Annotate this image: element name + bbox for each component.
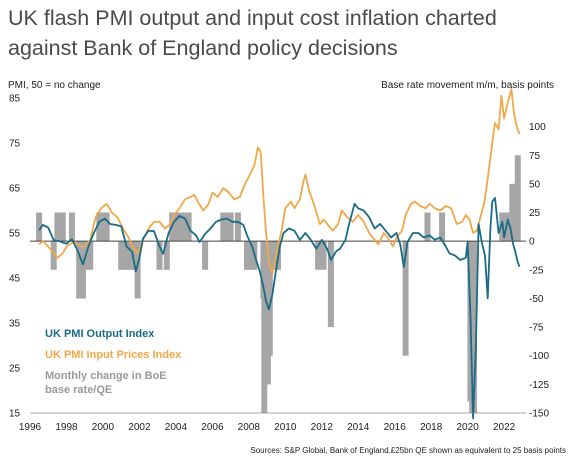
bar-mark [134, 241, 141, 299]
bar-mark [402, 241, 409, 356]
bar-mark [125, 241, 132, 270]
right-tick-label: -150 [529, 409, 549, 420]
bar-mark [320, 241, 327, 270]
right-tick-label: 0 [529, 237, 535, 248]
left-tick-label: 55 [9, 229, 21, 240]
bar-mark [234, 212, 241, 242]
bar-mark [99, 212, 106, 242]
bar-mark [439, 212, 446, 242]
legend-bars-line2: base rate/QE [45, 384, 112, 396]
bar-mark [50, 241, 57, 270]
bar-mark [514, 155, 521, 242]
right-tick-label: -125 [529, 380, 549, 391]
bar-mark [327, 241, 334, 328]
legend-output: UK PMI Output Index [45, 328, 155, 340]
left-tick-label: 85 [9, 94, 21, 105]
bar-mark [121, 241, 128, 270]
bar-mark [504, 212, 511, 242]
right-tick-label: -100 [529, 351, 549, 362]
source-note: Sources: S&P Global, Bank of England.£25… [250, 446, 566, 455]
left-tick-label: 15 [9, 409, 21, 420]
x-tick-label: 2020 [456, 422, 479, 433]
legend-bars-line1: Monthly change in BoE [45, 370, 167, 382]
bar-mark [87, 241, 94, 270]
right-tick-label: -75 [529, 323, 544, 334]
left-tick-label: 25 [9, 364, 21, 375]
bar-mark [202, 241, 209, 270]
left-axis-label: PMI, 50 = no change [8, 80, 101, 91]
bar-mark [247, 241, 254, 270]
bar-mark [103, 212, 110, 242]
bar-mark [76, 241, 83, 299]
left-tick-label: 35 [9, 319, 21, 330]
bar-mark [59, 212, 66, 242]
series-line-input-prices [38, 88, 521, 275]
x-tick-label: 2012 [311, 422, 334, 433]
x-tick-label: 2006 [201, 422, 224, 433]
bar-mark [227, 212, 234, 242]
left-tick-label: 65 [9, 184, 21, 195]
right-tick-label: 75 [529, 151, 541, 162]
right-axis-label: Base rate movement m/m, basis points [381, 80, 554, 91]
x-tick-label: 1996 [19, 422, 42, 433]
bar-mark [81, 241, 88, 270]
right-tick-label: 25 [529, 208, 541, 219]
bar-mark [156, 241, 163, 270]
bar-mark [36, 212, 43, 242]
x-tick-label: 2014 [347, 422, 370, 433]
x-tick-label: 2008 [238, 422, 261, 433]
chart-title: UK flash PMI output and input cost infla… [8, 3, 568, 63]
bar-mark [471, 241, 477, 413]
x-tick-label: 2010 [274, 422, 297, 433]
legend-input-prices: UK PMI Input Prices Index [45, 349, 182, 361]
chart-title-line-2: against Bank of England policy decisions [8, 36, 398, 60]
bar-mark [182, 212, 188, 242]
bar-mark [163, 241, 170, 270]
series-line-output [38, 197, 521, 420]
left-tick-label: 75 [9, 139, 21, 150]
x-tick-label: 2004 [165, 422, 188, 433]
bar-mark [244, 241, 250, 270]
right-tick-label: 100 [529, 122, 546, 133]
bar-mark [172, 212, 179, 242]
bar-mark [178, 212, 185, 242]
bar-mark [96, 212, 103, 242]
right-tick-label: -25 [529, 265, 544, 276]
bar-mark [79, 241, 86, 299]
bar-mark [68, 212, 75, 242]
bar-mark [266, 241, 273, 356]
right-tick-label: 50 [529, 179, 541, 190]
x-tick-label: 2018 [420, 422, 443, 433]
bar-mark [424, 212, 431, 242]
bar-mark [118, 241, 125, 270]
x-tick-label: 2022 [493, 422, 516, 433]
bar-mark [220, 212, 227, 242]
bar-mark [54, 212, 61, 242]
x-tick-label: 2000 [92, 422, 115, 433]
x-tick-label: 2002 [128, 422, 151, 433]
right-tick-label: -50 [529, 294, 544, 305]
x-tick-label: 1998 [55, 422, 78, 433]
bar-mark [315, 241, 322, 270]
left-tick-label: 45 [9, 274, 21, 285]
x-tick-label: 2016 [384, 422, 407, 433]
chart-title-line-1: UK flash PMI output and input cost infla… [8, 6, 497, 30]
